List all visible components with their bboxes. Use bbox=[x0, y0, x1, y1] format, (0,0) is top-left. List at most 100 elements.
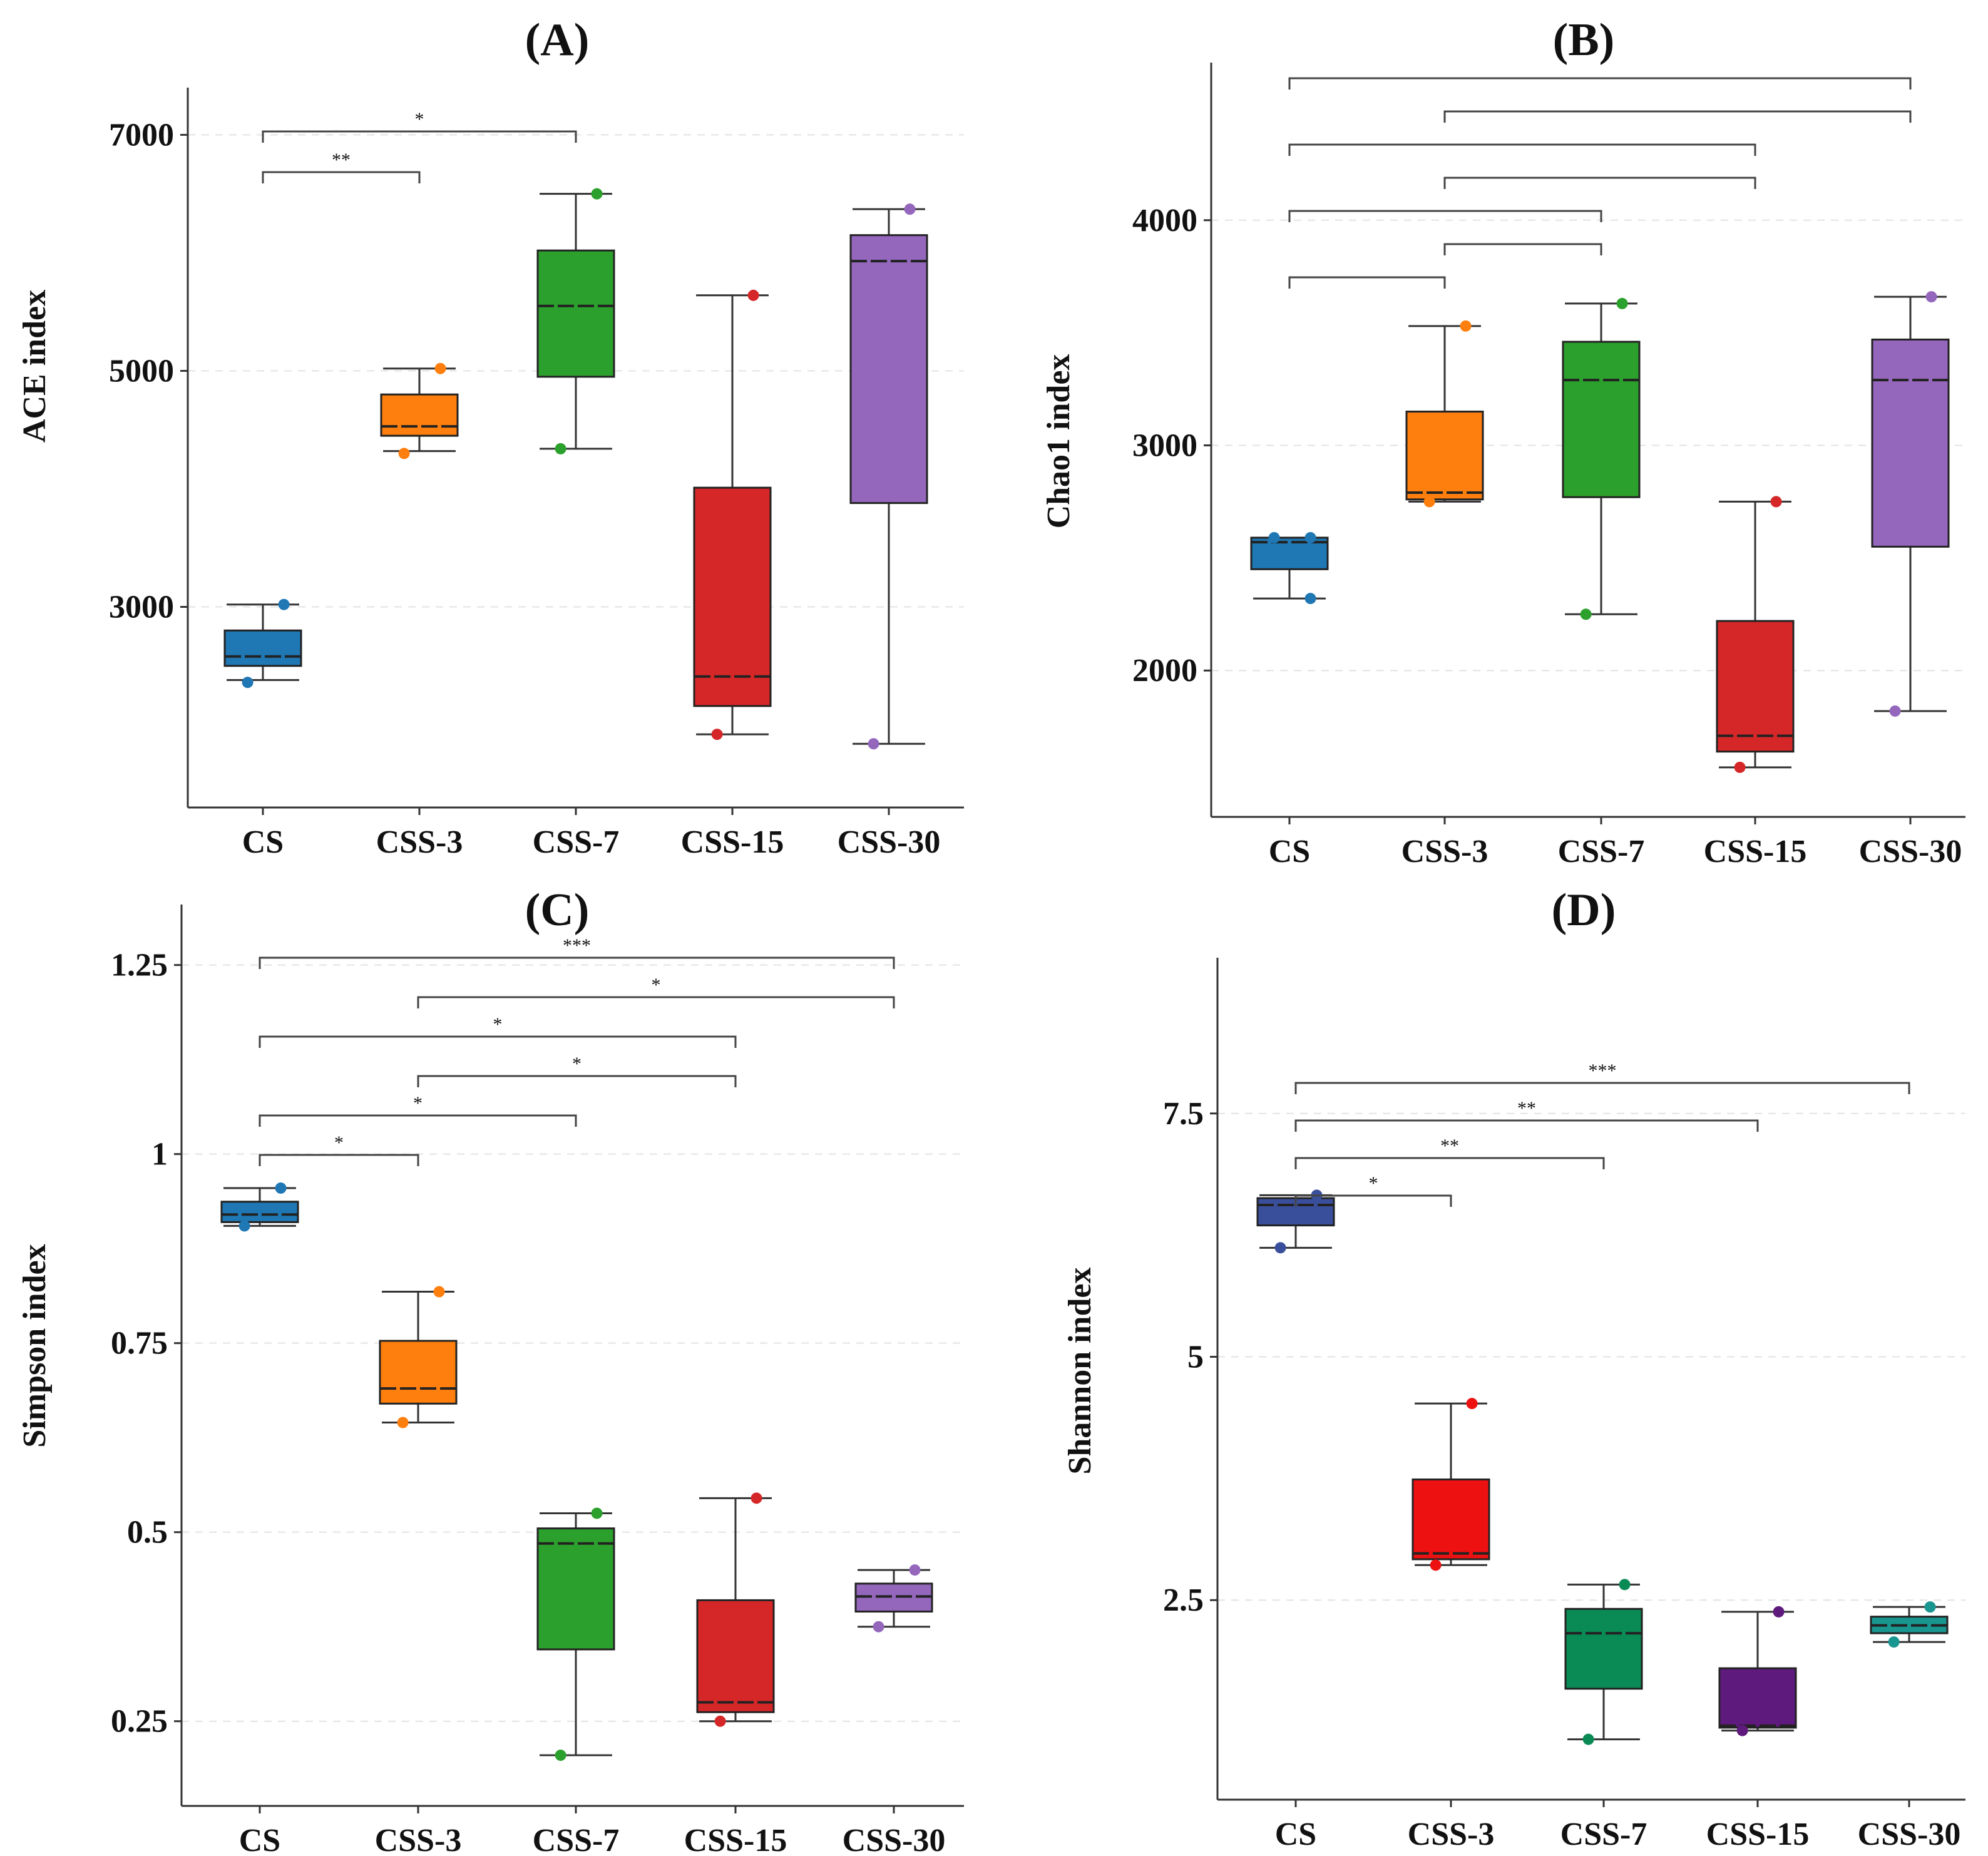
panel-a-x-tick-label: CS bbox=[242, 824, 284, 860]
panel-c-significance-label: * bbox=[413, 1093, 423, 1114]
panel-c-box-group bbox=[536, 1507, 615, 1761]
panel-c-x-tick-label: CS bbox=[239, 1823, 280, 1856]
panel-c-bracket-line bbox=[259, 1114, 577, 1127]
panel-b-data-point bbox=[1304, 531, 1316, 543]
panel-d-data-point bbox=[1773, 1606, 1785, 1618]
panel-a-box bbox=[536, 249, 615, 378]
panel-b-x-tick-label: CSS-3 bbox=[1401, 834, 1488, 869]
panel-c-y-axis-title: Simpson index bbox=[17, 1244, 53, 1447]
panel-d-data-point bbox=[1736, 1725, 1748, 1736]
panel-c-data-point bbox=[397, 1417, 409, 1428]
panel-c-y-tick-label: 1.25 bbox=[111, 948, 168, 983]
panel-b-data-point bbox=[1616, 297, 1628, 309]
panel-c-significance-label: * bbox=[572, 1054, 582, 1074]
panel-d-x-tick-label: CS bbox=[1275, 1817, 1316, 1852]
panel-a-significance-label: * bbox=[415, 109, 424, 130]
panel-b-data-point bbox=[1460, 320, 1472, 332]
panel-d-x-tick-label: CSS-7 bbox=[1560, 1817, 1647, 1852]
panel-b-x-tick-label: CSS-15 bbox=[1704, 834, 1807, 869]
panel-c-plot: 0.25 0.5 0.75 1 1.25 CS CSS-3 CSS-7 CSS-15 CSS-30… bbox=[111, 905, 964, 1856]
panel-d-x-tick-label: CSS-15 bbox=[1706, 1817, 1810, 1852]
panel-a-title: (A) bbox=[525, 14, 590, 66]
panel-a-box bbox=[693, 486, 772, 707]
panel-a-bracket-line bbox=[262, 171, 421, 183]
panel-d-significance-bracket: ** bbox=[1294, 1098, 1759, 1132]
panel-b-box-group bbox=[1871, 291, 1950, 717]
panel-d-data-point bbox=[1430, 1559, 1442, 1571]
panel-c-bracket-line bbox=[417, 996, 895, 1008]
panel-c-box bbox=[696, 1599, 775, 1713]
panel-c-x-tick-label: CSS-7 bbox=[533, 1823, 620, 1856]
panel-b-data-point bbox=[1580, 608, 1592, 620]
panel-c-data-point bbox=[591, 1507, 603, 1519]
panel-c-data-point bbox=[238, 1220, 250, 1232]
panel-a-box-group bbox=[693, 289, 772, 741]
panel-c-data-point bbox=[555, 1750, 566, 1761]
panel-d-box-group bbox=[1870, 1601, 1949, 1648]
panel-d-box bbox=[1412, 1478, 1490, 1561]
panel-a-data-point bbox=[711, 729, 723, 741]
panel-a-box-group bbox=[380, 362, 459, 459]
panel-b-significance-bracket bbox=[1288, 276, 1446, 289]
panel-b-significance-bracket bbox=[1288, 210, 1602, 222]
panel-d-box bbox=[1564, 1607, 1643, 1690]
panel-d-data-point bbox=[1888, 1636, 1900, 1648]
panel-c: (C) Simpson index bbox=[17, 884, 589, 1448]
panel-a-significance-bracket: ** bbox=[262, 150, 421, 183]
panel-c-y-tick-label: 0.25 bbox=[111, 1704, 168, 1740]
panel-b-significance-bracket bbox=[1288, 143, 1756, 156]
panel-c-box-group bbox=[696, 1492, 775, 1727]
panel-a-data-point bbox=[591, 188, 603, 200]
panel-b-y-axis-title: Chao1 index bbox=[1041, 354, 1077, 529]
panel-d-box bbox=[1718, 1667, 1797, 1729]
panel-d-significance-label: *** bbox=[1589, 1060, 1617, 1081]
panel-d-bracket-line bbox=[1294, 1157, 1605, 1169]
panel-c-data-point bbox=[275, 1182, 287, 1194]
panel-b: (B) Chao1 index bbox=[1041, 14, 1614, 528]
panel-b-data-point bbox=[1925, 291, 1937, 303]
panel-a-box-group bbox=[536, 188, 615, 454]
panel-c-box-group bbox=[220, 1182, 299, 1232]
panel-c-significance-label: *** bbox=[563, 935, 591, 956]
panel-c-data-point bbox=[714, 1715, 726, 1727]
panel-a-y-tick-label: 7000 bbox=[109, 117, 174, 153]
panel-a-box-group bbox=[223, 598, 302, 689]
panel-b-data-point bbox=[1889, 705, 1901, 717]
panel-d-bracket-line bbox=[1294, 1194, 1452, 1207]
panel-d-x-tick-label: CSS-3 bbox=[1408, 1817, 1495, 1852]
panel-c-box bbox=[379, 1340, 458, 1405]
panel-d-y-tick-label: 7.5 bbox=[1163, 1096, 1204, 1132]
panel-c-significance-bracket: * bbox=[259, 1132, 419, 1166]
panel-d-x-tick-label: CSS-30 bbox=[1858, 1817, 1961, 1852]
panel-c-title: (C) bbox=[525, 884, 590, 936]
panel-c-data-point bbox=[751, 1492, 762, 1504]
panel-a-x-tick-label: CSS-7 bbox=[533, 824, 620, 860]
panel-a-data-point bbox=[242, 677, 254, 689]
panel-b-x-tick-label: CSS-30 bbox=[1859, 834, 1962, 869]
panel-b-box bbox=[1716, 620, 1795, 753]
panel-b-bracket-line bbox=[1443, 243, 1602, 255]
panel-b-bracket-line bbox=[1443, 177, 1756, 189]
panel-a-significance-bracket: * bbox=[262, 109, 577, 143]
panel-d-box-group bbox=[1412, 1398, 1490, 1571]
panel-a-significance-label: ** bbox=[332, 150, 351, 170]
panel-b-y-tick-label: 2000 bbox=[1132, 653, 1197, 689]
panel-b-box-group bbox=[1250, 531, 1329, 605]
panel-b-title: (B) bbox=[1553, 14, 1615, 66]
panel-c-y-tick-label: 1 bbox=[151, 1137, 168, 1172]
panel-d-box-group bbox=[1564, 1579, 1643, 1745]
panel-a-x-tick-label: CSS-15 bbox=[681, 824, 784, 860]
panel-d-data-point bbox=[1924, 1601, 1936, 1613]
panel-b-box bbox=[1405, 411, 1484, 501]
panel-a-data-point bbox=[278, 598, 290, 610]
panel-a-data-point bbox=[555, 443, 566, 454]
panel-a-bracket-line bbox=[262, 130, 577, 143]
panel-d-significance-label: * bbox=[1369, 1173, 1378, 1194]
panel-b-significance-bracket bbox=[1443, 177, 1756, 189]
panel-a-data-point bbox=[434, 362, 446, 374]
panel-d-significance-bracket: ** bbox=[1294, 1136, 1605, 1169]
panel-b-box bbox=[1562, 341, 1641, 498]
